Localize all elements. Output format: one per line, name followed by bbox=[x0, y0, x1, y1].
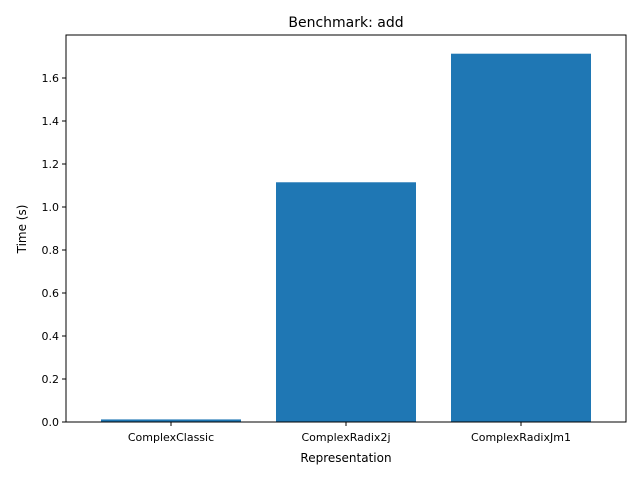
chart-title: Benchmark: add bbox=[288, 15, 403, 31]
y-tick-label: 1.2 bbox=[42, 158, 60, 171]
x-tick-label: ComplexRadix2j bbox=[302, 431, 391, 444]
bar bbox=[451, 53, 591, 422]
y-axis-label: Time (s) bbox=[15, 205, 29, 255]
y-tick-label: 1.0 bbox=[42, 201, 60, 214]
y-tick-label: 0.8 bbox=[42, 244, 60, 257]
x-tick-label: ComplexRadixJm1 bbox=[471, 431, 571, 444]
y-tick-label: 0.4 bbox=[42, 330, 60, 343]
y-tick-label: 1.4 bbox=[42, 115, 60, 128]
x-tick-label: ComplexClassic bbox=[128, 431, 214, 444]
bars-layer bbox=[101, 53, 591, 422]
bar bbox=[101, 419, 241, 422]
y-tick-label: 0.6 bbox=[42, 287, 60, 300]
bar bbox=[276, 182, 416, 422]
y-tick-label: 0.2 bbox=[42, 373, 60, 386]
axes-layer: 0.0 0.2 0.4 0.6 0.8 1.0 1.2 1.4 1.6 ComplexClassi… bbox=[42, 34, 627, 444]
y-tick-label: 0.0 bbox=[42, 416, 60, 429]
y-tick-label: 1.6 bbox=[42, 72, 60, 85]
x-axis-label: Representation bbox=[300, 451, 391, 465]
